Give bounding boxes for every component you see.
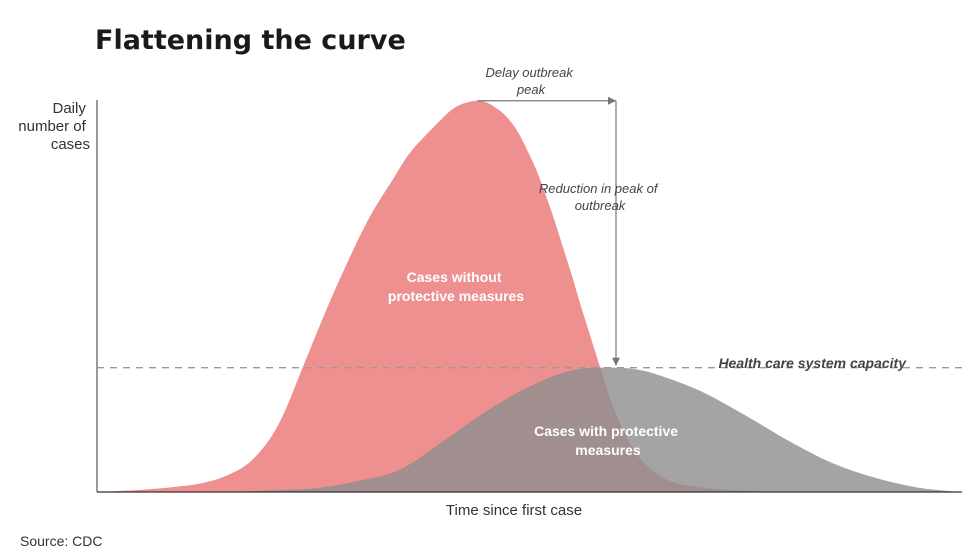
delay-peak-line-2: peak	[516, 82, 547, 97]
source-note: Source: CDC	[20, 533, 102, 549]
series-label-with-line-2: measures	[575, 442, 641, 458]
y-axis-label-line-1: Daily	[52, 100, 86, 117]
x-axis-label: Time since first case	[446, 502, 582, 519]
reduction-peak-line-2: outbreak	[575, 198, 627, 213]
y-axis-label-line-3: cases	[51, 136, 90, 153]
area-with-protective-measures	[97, 367, 962, 493]
capacity-label: Health care system capacity	[718, 355, 907, 371]
y-axis-label: Daily number of cases	[18, 100, 90, 153]
chart-title: Flattening the curve	[95, 25, 406, 56]
area-without-protective-measures	[97, 100, 962, 492]
reduction-peak-line-1: Reduction in peak of	[539, 181, 659, 196]
series-label-without-measures: Cases without protective measures	[388, 269, 524, 304]
series-label-without-line-1: Cases without	[407, 269, 502, 285]
series-layer	[97, 100, 962, 493]
series-label-without-line-2: protective measures	[388, 288, 524, 304]
series-label-with-measures: Cases with protective measures	[534, 423, 682, 458]
delay-peak-annotation: Delay outbreak peak	[485, 65, 576, 97]
series-label-with-line-1: Cases with protective	[534, 423, 678, 439]
delay-peak-line-1: Delay outbreak	[485, 65, 574, 80]
y-axis-label-line-2: number of	[18, 118, 86, 135]
reduction-peak-annotation: Reduction in peak of outbreak	[539, 181, 661, 213]
